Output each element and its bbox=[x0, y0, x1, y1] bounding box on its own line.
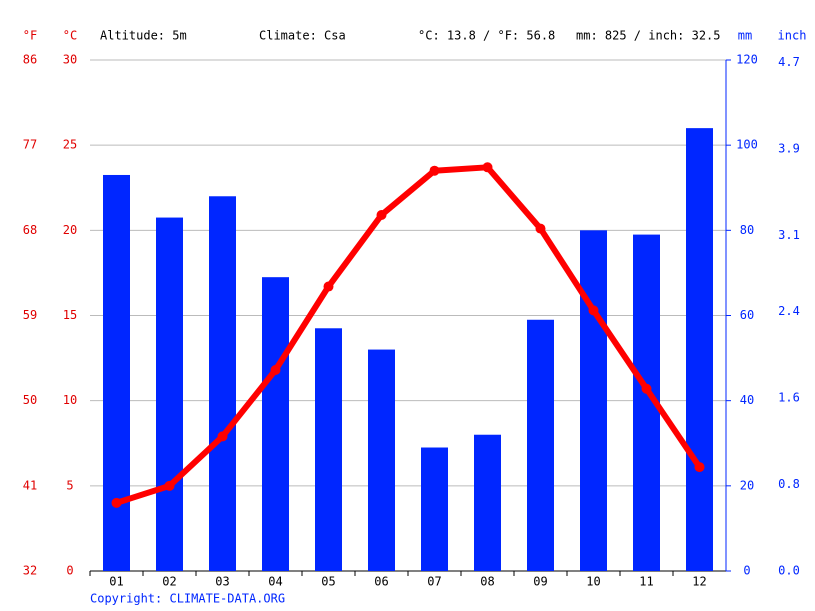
x-tick-label: 09 bbox=[533, 575, 547, 589]
y2-tick-label: 120 bbox=[736, 53, 758, 67]
altitude: Altitude: 5m bbox=[100, 29, 187, 43]
bar bbox=[103, 174, 130, 571]
point bbox=[323, 281, 334, 292]
y2-tick-label: 100 bbox=[736, 138, 758, 152]
bar bbox=[209, 196, 236, 571]
y4-tick-label: 1.6 bbox=[778, 390, 800, 404]
y3-tick-label: 59 bbox=[23, 308, 37, 322]
y4-tick-label: 0.0 bbox=[778, 564, 800, 578]
x-tick-label: 06 bbox=[374, 575, 388, 589]
y2-tick-label: 80 bbox=[740, 223, 754, 237]
y4-tick-label: 0.8 bbox=[778, 477, 800, 491]
bar bbox=[156, 217, 183, 571]
bar bbox=[686, 128, 713, 571]
y2-tick-label: 0 bbox=[743, 564, 750, 578]
point bbox=[535, 223, 546, 234]
bar bbox=[474, 434, 501, 571]
y2-tick-label: 20 bbox=[740, 478, 754, 492]
point bbox=[429, 165, 440, 176]
bar bbox=[527, 319, 554, 571]
x-tick-label: 04 bbox=[268, 575, 282, 589]
point bbox=[482, 162, 493, 173]
y3-tick-label: 77 bbox=[23, 138, 37, 152]
x-tick-label: 08 bbox=[480, 575, 494, 589]
bar bbox=[421, 447, 448, 571]
bar bbox=[580, 230, 607, 572]
bar bbox=[315, 328, 342, 571]
y2-tick-label: 40 bbox=[740, 393, 754, 407]
y-tick-label: 5 bbox=[66, 478, 73, 492]
copyright[interactable]: Copyright: CLIMATE-DATA.ORG bbox=[90, 592, 285, 606]
x-tick-label: 02 bbox=[162, 575, 176, 589]
x-tick-label: 10 bbox=[586, 575, 600, 589]
point bbox=[376, 210, 387, 221]
y3-tick-label: 68 bbox=[23, 223, 37, 237]
point bbox=[270, 365, 281, 376]
y-tick-label: 0 bbox=[66, 564, 73, 578]
y-tick-label: 20 bbox=[63, 223, 77, 237]
y3-axis-title: °F bbox=[23, 29, 37, 43]
y3-tick-label: 86 bbox=[23, 53, 37, 67]
point bbox=[641, 383, 652, 394]
x-tick-label: 05 bbox=[321, 575, 335, 589]
point bbox=[111, 497, 122, 508]
point bbox=[164, 480, 175, 491]
y-tick-label: 10 bbox=[63, 393, 77, 407]
climate: Climate: Csa bbox=[259, 29, 346, 43]
x-tick-label: 01 bbox=[109, 575, 123, 589]
y-axis-title: °C bbox=[63, 29, 77, 43]
x-tick-label: 12 bbox=[692, 575, 706, 589]
x-tick-label: 07 bbox=[427, 575, 441, 589]
y-tick-label: 25 bbox=[63, 138, 77, 152]
x-tick-label: 03 bbox=[215, 575, 229, 589]
y3-tick-label: 50 bbox=[23, 393, 37, 407]
point bbox=[694, 462, 705, 473]
temperature-mean: °C: 13.8 / °F: 56.8 bbox=[418, 29, 555, 43]
point bbox=[217, 431, 228, 442]
point bbox=[588, 305, 599, 316]
y-tick-label: 15 bbox=[63, 308, 77, 322]
y2-axis-title: mm bbox=[738, 29, 752, 43]
y3-tick-label: 32 bbox=[23, 564, 37, 578]
y4-axis-title: inch bbox=[778, 29, 807, 43]
y4-tick-label: 3.1 bbox=[778, 228, 800, 242]
y4-tick-label: 4.7 bbox=[778, 55, 800, 69]
y-tick-label: 30 bbox=[63, 53, 77, 67]
y3-tick-label: 41 bbox=[23, 478, 37, 492]
x-tick-label: 11 bbox=[639, 575, 653, 589]
bar bbox=[262, 277, 289, 571]
line bbox=[113, 164, 703, 506]
y2-tick-label: 60 bbox=[740, 308, 754, 322]
y4-tick-label: 3.9 bbox=[778, 142, 800, 156]
y4-tick-label: 2.4 bbox=[778, 304, 800, 318]
bar bbox=[368, 349, 395, 571]
precipitation-total: mm: 825 / inch: 32.5 bbox=[576, 29, 721, 43]
